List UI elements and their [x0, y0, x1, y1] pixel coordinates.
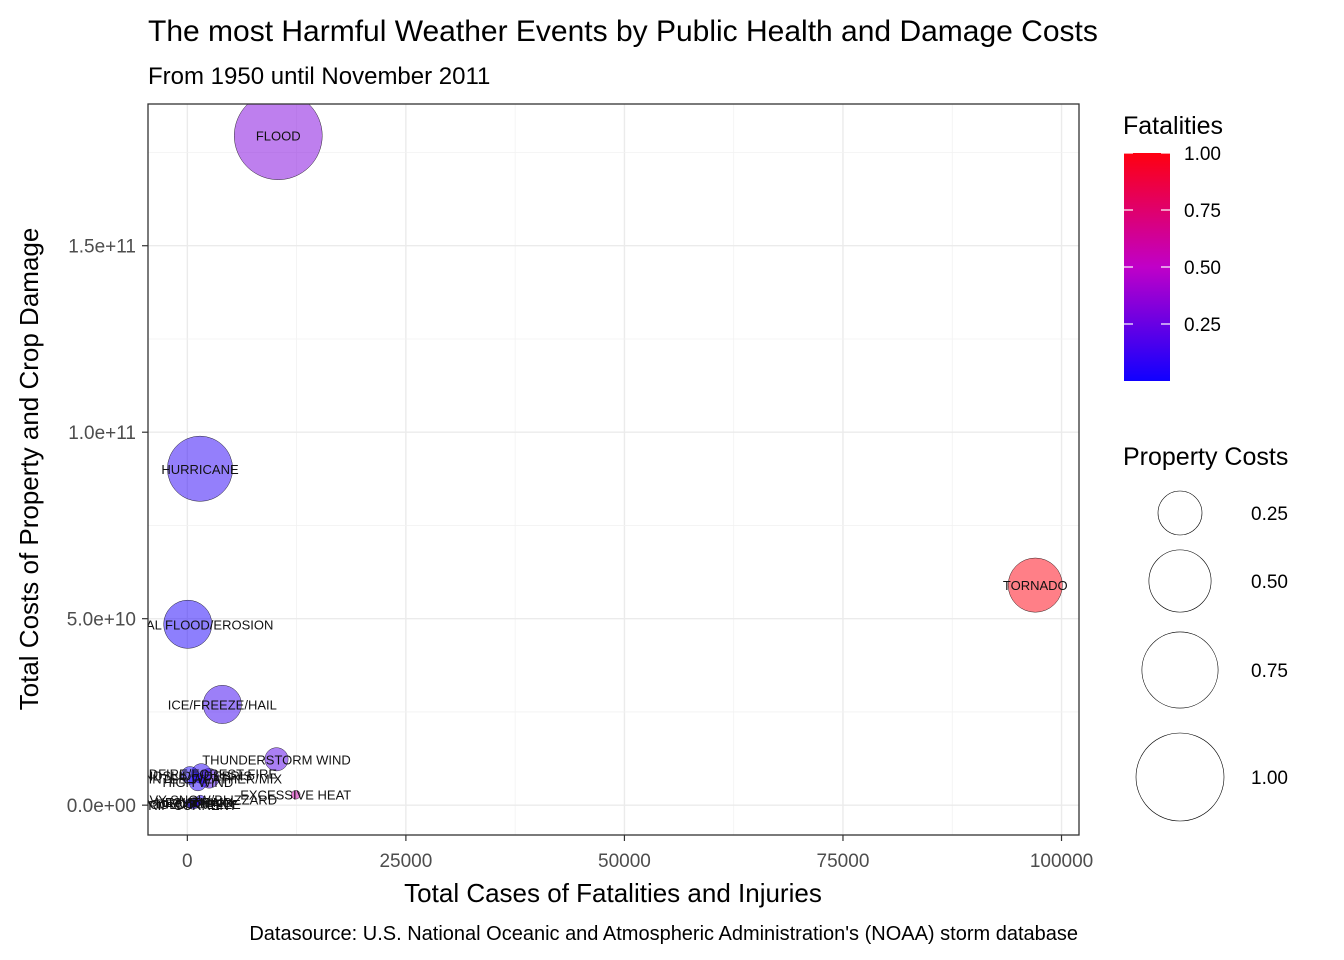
point-label: HURRICANE	[161, 462, 239, 477]
x-tick-label: 25000	[379, 851, 432, 872]
data-point	[234, 104, 323, 180]
point-label: HIGH WIND	[162, 775, 233, 790]
y-tick-label: 5.0e+10	[67, 610, 136, 631]
chart-subtitle: From 1950 until November 2011	[148, 63, 490, 90]
data-point	[163, 599, 213, 649]
point-label: WILDFIRE/FOREST FIRE	[126, 766, 278, 781]
colorbar-ticks: 0.25 0.50 0.75 1.00	[1124, 144, 1221, 336]
point-label: COASTAL FLOOD/EROSION	[102, 617, 273, 632]
y-tick-label: 1.0e+11	[68, 423, 136, 444]
point-label: DROUGHT	[156, 796, 222, 811]
data-point	[167, 435, 233, 502]
x-axis-ticks: 0 25000 50000 75000 100000	[182, 835, 1093, 872]
point-label: FLOOD	[256, 129, 301, 144]
data-point	[187, 800, 198, 810]
point-label: WINTER WEATHER/MIX	[136, 771, 282, 786]
size-legend-circle	[1135, 732, 1225, 822]
point-label: TORNADO	[1003, 578, 1068, 593]
point-label: HEAVY RAIN	[156, 795, 234, 810]
size-legend-label: 0.25	[1251, 504, 1288, 525]
color-legend: Fatalities 0.25 0.50 0.75 1.00	[1123, 112, 1223, 381]
data-point	[264, 747, 289, 772]
point-labels: FLOOD HURRICANE TORNADO COASTAL FLOOD/EROSI…	[102, 129, 1068, 813]
point-label: RIP CURRENT	[148, 798, 237, 813]
point-label: THUNDERSTORM WIND	[202, 752, 351, 767]
caption: Datasource: U.S. National Oceanic and At…	[249, 923, 1078, 945]
size-legend-title: Property Costs	[1123, 443, 1288, 471]
size-legend-circle	[1157, 490, 1203, 536]
size-legend-circle	[1148, 549, 1212, 613]
data-point	[291, 790, 301, 800]
colorbar-tick-label: 0.25	[1184, 315, 1221, 336]
size-legend-circle	[1141, 631, 1219, 709]
y-tick-label: 0.0e+00	[67, 796, 136, 817]
y-axis-title: Total Costs of Property and Crop Damage	[14, 228, 44, 711]
x-tick-label: 50000	[598, 851, 651, 872]
panel-background	[148, 104, 1079, 835]
y-axis-ticks: 0.0e+00 5.0e+10 1.0e+11 1.5e+11	[67, 237, 148, 817]
point-label: ICE/FREEZE/HAIL	[168, 697, 277, 712]
x-tick-label: 75000	[817, 851, 870, 872]
x-axis-title: Total Cases of Fatalities and Injuries	[404, 878, 822, 908]
colorbar-tick-label: 0.50	[1184, 258, 1221, 279]
data-points	[163, 104, 1063, 810]
point-label: COLD/FREEZE	[150, 797, 241, 812]
size-legend-label: 0.75	[1251, 661, 1288, 682]
point-label: LIGHTNING	[162, 795, 233, 810]
panel-border	[147, 103, 1080, 836]
x-tick-label: 100000	[1030, 851, 1093, 872]
data-point	[202, 685, 242, 724]
x-tick-label: 0	[182, 851, 193, 872]
data-point	[1007, 557, 1063, 613]
plot-panel: FLOOD HURRICANE TORNADO COASTAL FLOOD/EROSI…	[102, 103, 1080, 836]
point-label: EXCESSIVE HEAT	[240, 788, 351, 803]
point-label: HEAVY SNOW/BLIZZARD	[124, 793, 277, 808]
y-tick-label: 1.5e+11	[68, 237, 136, 258]
point-label: LANDSLIDE/DEBRIS	[128, 768, 253, 783]
size-legend: Property Costs 0.25 0.50 0.75 1.00	[1123, 443, 1288, 822]
size-legend-label: 0.50	[1251, 572, 1288, 593]
colorbar-tick-label: 0.75	[1184, 201, 1221, 222]
colorbar-tick-label: 1.00	[1184, 144, 1221, 165]
color-legend-title: Fatalities	[1123, 112, 1223, 140]
gridlines	[148, 104, 1079, 835]
size-legend-label: 1.00	[1251, 768, 1288, 789]
size-legend-keys: 0.25 0.50 0.75 1.00	[1135, 490, 1288, 822]
data-point	[180, 766, 199, 785]
chart-title: The most Harmful Weather Events by Publi…	[148, 15, 1098, 48]
